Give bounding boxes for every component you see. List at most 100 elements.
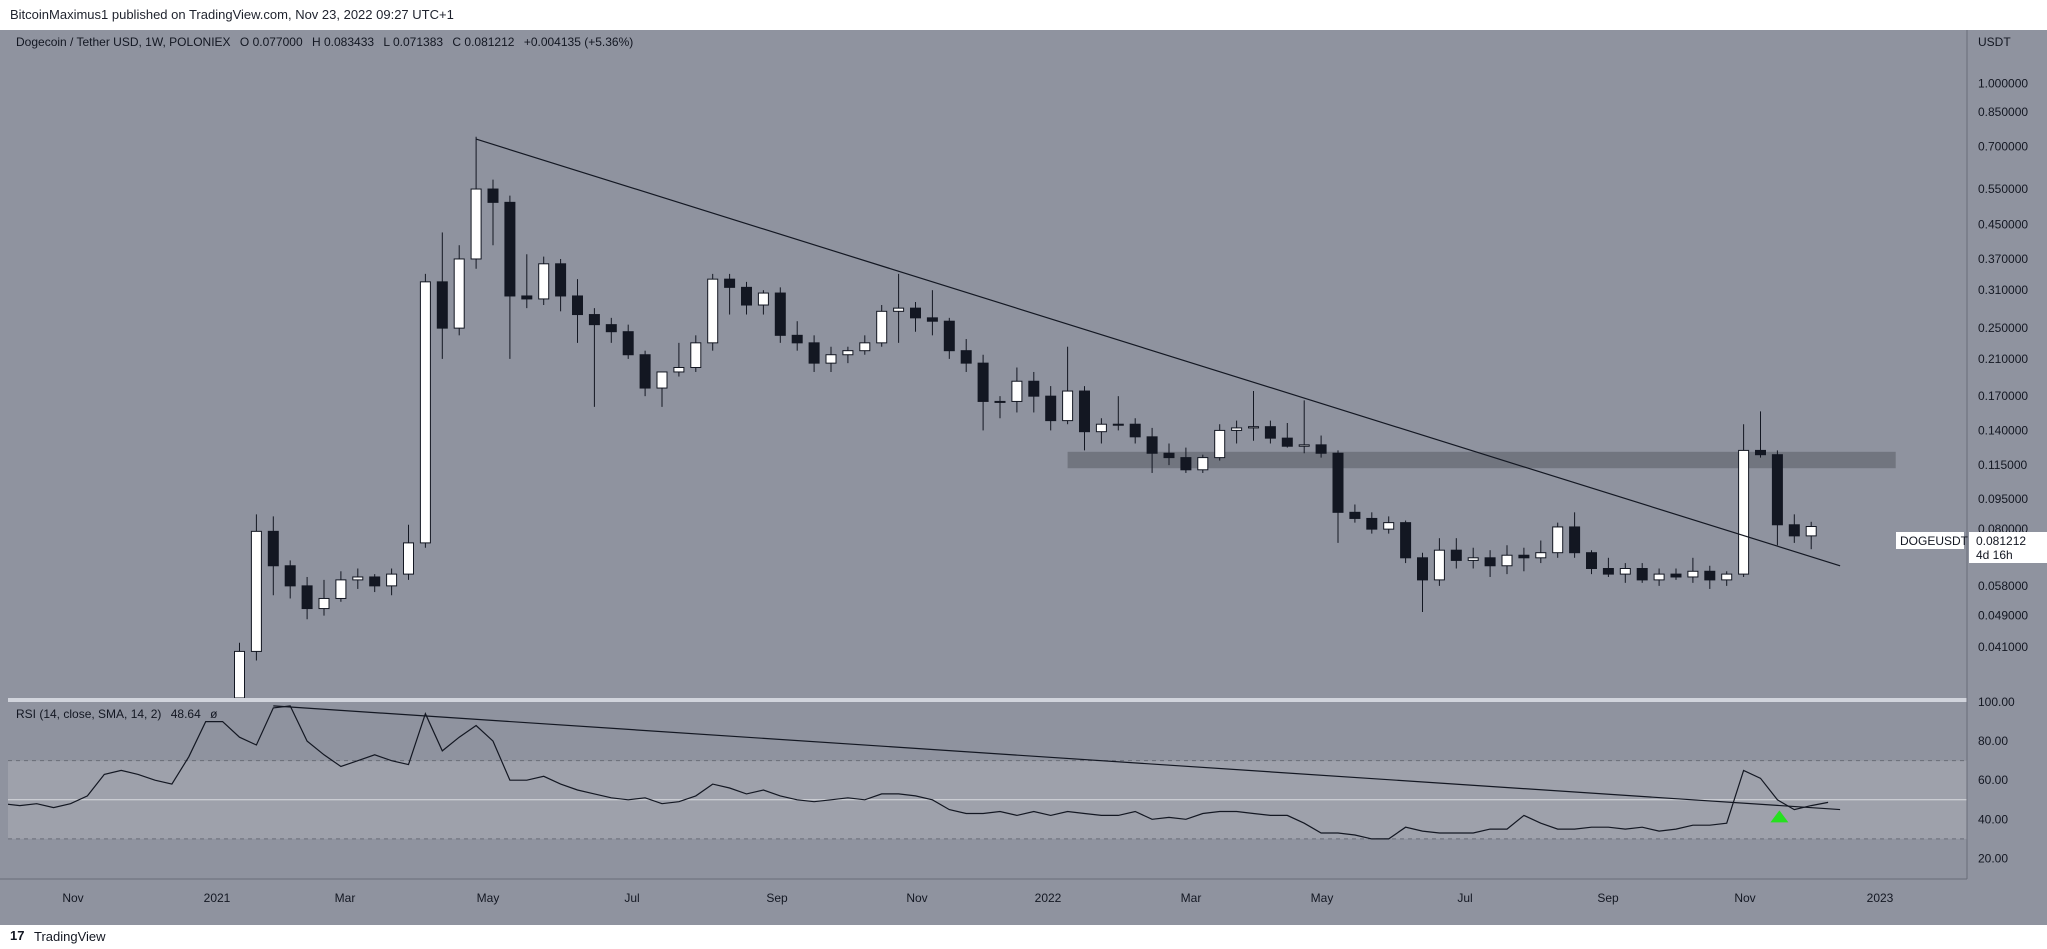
footer-brand: TradingView — [34, 929, 106, 944]
candle-down — [1670, 573, 1682, 578]
candle-down — [1079, 390, 1090, 433]
tradingview-logo-icon[interactable]: 17 — [10, 928, 25, 943]
candle-up — [386, 573, 398, 587]
rsi-signal-layer — [1770, 810, 1789, 823]
support-zone-layer — [1067, 451, 1896, 469]
rsi-axis-tick-label: 100.00 — [1978, 695, 2015, 709]
price-axis-tick-label: 0.140000 — [1978, 423, 2028, 437]
candle-up — [419, 281, 431, 544]
rsi-legend-value: 48.64 — [171, 707, 201, 721]
time-axis[interactable] — [0, 878, 1967, 925]
candle-down — [504, 201, 516, 297]
candle-down — [1332, 452, 1344, 513]
rsi-up-arrow-icon — [1770, 810, 1789, 823]
price-axis-tick-label: 0.049000 — [1978, 609, 2028, 623]
candle-down — [774, 292, 786, 336]
rsi-axis-ticks: 100.00 80.00 60.00 40.00 20.00 — [1978, 695, 2015, 865]
price-axis-tick-label: 0.210000 — [1978, 352, 2028, 366]
symbol-tag-box — [1896, 532, 1964, 549]
candle-down — [521, 295, 533, 300]
candle-up — [876, 310, 888, 344]
candle-down — [741, 286, 752, 306]
candle-down — [1450, 549, 1462, 561]
candle-down — [1586, 552, 1597, 570]
candle-down — [926, 317, 938, 322]
candle-down — [1788, 524, 1800, 537]
rsi-legend-label[interactable]: RSI (14, close, SMA, 14, 2) — [16, 707, 161, 721]
time-axis-tick-label: Nov — [1734, 891, 1755, 905]
candle-up — [707, 278, 719, 344]
candle-up — [1231, 427, 1243, 431]
chart-canvas[interactable]: Nov 2021 Mar May Jul Sep Nov 2022 Mar May Jul Sep No… — [0, 30, 2047, 925]
price-axis-tick-label: 0.850000 — [1978, 105, 2028, 119]
legend-open-label: O — [240, 35, 249, 49]
svg-text:Dogecoin / Tether USD, 1W, POL: Dogecoin / Tether USD, 1W, POLONIEX O 0.… — [16, 35, 633, 49]
candle-down — [267, 530, 279, 567]
candle-down — [1704, 570, 1716, 581]
price-axis-tick-label: 0.115000 — [1978, 458, 2027, 472]
left-margin — [0, 30, 8, 878]
candle-down — [1771, 454, 1783, 526]
price-axis-tick-label: 0.095000 — [1978, 492, 2028, 506]
publish-banner: BitcoinMaximus1 published on TradingView… — [0, 0, 2047, 30]
price-axis-tick-label: 0.058000 — [1978, 579, 2028, 593]
rsi-line-layer — [2, 705, 1829, 840]
legend-symbol[interactable]: Dogecoin / Tether USD, 1W, POLONIEX — [16, 35, 231, 49]
candle-up — [859, 342, 871, 352]
candle-up — [690, 342, 702, 368]
candle-up — [1619, 568, 1631, 575]
time-axis-tick-label: Nov — [62, 891, 83, 905]
candle-up — [1687, 570, 1699, 578]
time-axis-tick-label: Jul — [624, 891, 639, 905]
time-axis-tick-label: Sep — [766, 891, 788, 905]
candle-down — [1045, 395, 1057, 422]
rsi-axis-tick-label: 20.00 — [1978, 851, 2008, 865]
candle-up — [673, 366, 685, 373]
candle-up — [1552, 526, 1564, 554]
legend-low-label: L — [383, 35, 390, 49]
rsi-trendline — [273, 705, 1841, 811]
candle-up — [1011, 380, 1023, 402]
candle-down — [943, 320, 955, 352]
candle-down — [724, 278, 736, 288]
candle-down — [1569, 526, 1581, 554]
symbol-price-tag: DOGEUSDT 0.081212 4d 16h — [1896, 532, 2047, 563]
candle-up — [1805, 526, 1817, 537]
candle-up — [538, 263, 550, 300]
candles-layer — [234, 136, 1817, 699]
price-axis[interactable] — [1967, 30, 2047, 925]
price-axis-tick-label: 0.170000 — [1978, 389, 2028, 403]
support-zone — [1067, 451, 1896, 469]
candle-up — [470, 188, 482, 260]
time-axis-tick-label: Nov — [906, 891, 927, 905]
candle-down — [1484, 557, 1496, 567]
price-axis-tick-label: 0.250000 — [1978, 321, 2028, 335]
rsi-legend: RSI (14, close, SMA, 14, 2) 48.64 ø — [16, 707, 218, 721]
time-axis-tick-label: 2021 — [204, 891, 231, 905]
candle-down — [1636, 568, 1648, 581]
candle-down — [1417, 557, 1428, 581]
time-axis-ticks: Nov 2021 Mar May Jul Sep Nov 2022 Mar May Jul Sep No… — [62, 891, 1893, 905]
candle-up — [1383, 522, 1395, 530]
candle-down — [1400, 522, 1412, 559]
price-trendline — [475, 138, 1841, 567]
candle-up — [352, 576, 364, 581]
candle-down — [977, 362, 989, 402]
price-tag-box — [1969, 532, 2047, 563]
candle-up — [757, 292, 769, 306]
rsi-legend-extra: ø — [210, 707, 218, 721]
candle-up — [453, 258, 465, 329]
footer-bar: 17 TradingView — [0, 925, 2047, 949]
rsi-axis-tick-label: 60.00 — [1978, 773, 2008, 787]
candle-down — [808, 342, 820, 364]
candle-up — [318, 597, 330, 610]
time-axis-tick-label: May — [1311, 891, 1334, 905]
candle-down — [1129, 423, 1141, 438]
candle-down — [369, 576, 381, 587]
candle-down — [487, 188, 499, 203]
candle-down — [1146, 436, 1158, 454]
candle-down — [960, 350, 972, 364]
time-axis-tick-label: Mar — [1181, 891, 1202, 905]
candle-up — [1197, 457, 1209, 471]
price-axis-tick-label: 0.550000 — [1978, 182, 2028, 196]
